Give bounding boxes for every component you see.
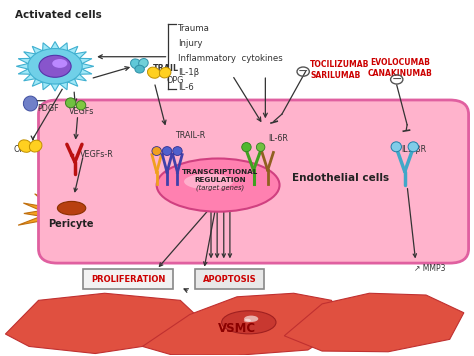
Text: REGULATION: REGULATION xyxy=(195,177,246,183)
Polygon shape xyxy=(284,293,464,352)
Text: (target genes): (target genes) xyxy=(196,184,245,191)
Ellipse shape xyxy=(57,201,86,215)
Text: Trauma: Trauma xyxy=(178,24,210,33)
Ellipse shape xyxy=(130,59,141,69)
Text: VEGFs-R: VEGFs-R xyxy=(80,151,114,159)
Ellipse shape xyxy=(29,140,42,152)
Text: APOPTOSIS: APOPTOSIS xyxy=(203,274,257,284)
Text: Injury: Injury xyxy=(178,39,202,48)
Ellipse shape xyxy=(39,55,71,77)
Ellipse shape xyxy=(256,143,265,151)
Ellipse shape xyxy=(135,65,145,73)
Text: Inflammatory  cytokines: Inflammatory cytokines xyxy=(178,53,283,63)
Ellipse shape xyxy=(184,174,233,189)
Text: IL-6R: IL-6R xyxy=(269,135,289,143)
Text: Endothelial cells: Endothelial cells xyxy=(292,173,390,183)
Polygon shape xyxy=(16,42,94,91)
FancyBboxPatch shape xyxy=(38,100,469,263)
Ellipse shape xyxy=(156,158,280,212)
Ellipse shape xyxy=(242,142,251,152)
Ellipse shape xyxy=(222,311,276,334)
Ellipse shape xyxy=(152,147,161,156)
Text: IL1-βR: IL1-βR xyxy=(401,145,427,154)
Text: IL-6: IL-6 xyxy=(178,83,194,92)
Ellipse shape xyxy=(52,59,67,68)
FancyBboxPatch shape xyxy=(195,269,264,289)
Text: OPG: OPG xyxy=(14,145,31,154)
Text: VSMC: VSMC xyxy=(218,322,256,335)
Ellipse shape xyxy=(244,319,251,322)
Ellipse shape xyxy=(147,67,160,78)
Text: EVOLOCUMAB
CANAKINUMAB: EVOLOCUMAB CANAKINUMAB xyxy=(368,58,432,78)
Text: PDGF: PDGF xyxy=(37,104,59,113)
Ellipse shape xyxy=(18,140,32,152)
Ellipse shape xyxy=(162,147,172,156)
Ellipse shape xyxy=(76,101,86,110)
Ellipse shape xyxy=(28,48,82,84)
Ellipse shape xyxy=(65,98,76,108)
Text: TRANSCRIPTIONAL: TRANSCRIPTIONAL xyxy=(182,169,259,175)
Text: −: − xyxy=(392,73,402,86)
Polygon shape xyxy=(18,187,109,239)
Ellipse shape xyxy=(139,58,148,68)
Text: PROLIFERATION: PROLIFERATION xyxy=(91,274,165,284)
Text: OPG: OPG xyxy=(166,76,183,85)
Ellipse shape xyxy=(244,315,258,322)
Text: ↗ MMP3: ↗ MMP3 xyxy=(414,264,446,273)
Polygon shape xyxy=(143,293,341,355)
Text: TRAIL-R: TRAIL-R xyxy=(175,131,206,140)
Text: IL-1β: IL-1β xyxy=(178,68,199,77)
Text: TRAIL: TRAIL xyxy=(153,64,179,73)
Text: VEGFs: VEGFs xyxy=(69,107,95,116)
Text: Activated cells: Activated cells xyxy=(15,10,101,20)
Ellipse shape xyxy=(173,147,182,156)
Text: Pericyte: Pericyte xyxy=(48,219,93,229)
Text: TOCILIZUMAB
SARILUMAB: TOCILIZUMAB SARILUMAB xyxy=(310,60,370,79)
FancyBboxPatch shape xyxy=(83,269,173,289)
Text: −: − xyxy=(298,65,309,78)
Ellipse shape xyxy=(159,67,171,78)
Polygon shape xyxy=(5,293,199,354)
Ellipse shape xyxy=(23,96,37,111)
Ellipse shape xyxy=(408,142,419,152)
Ellipse shape xyxy=(391,142,401,152)
